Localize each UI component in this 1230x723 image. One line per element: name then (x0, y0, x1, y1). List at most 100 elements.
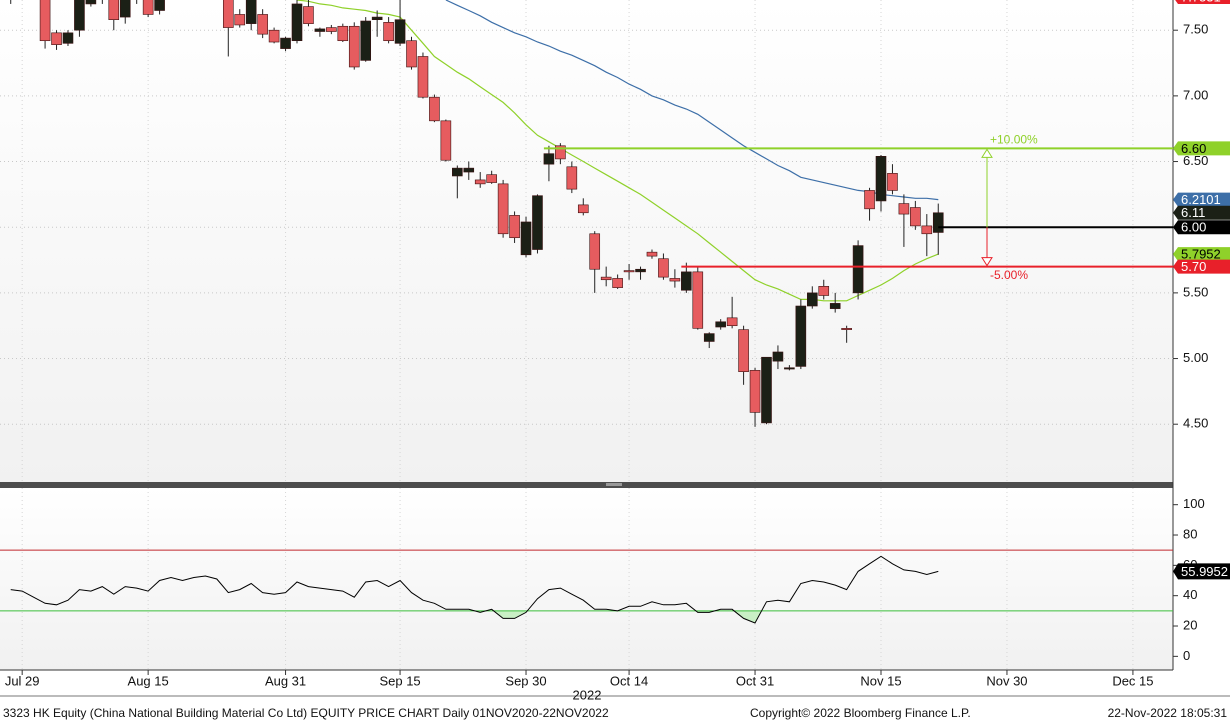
candle-body (222, 0, 234, 28)
value-tag-label: 6.60 (1181, 141, 1206, 156)
candle-body (932, 212, 944, 233)
candle-body (646, 251, 658, 257)
reference-note: -5.00% (990, 268, 1028, 282)
candle-body (841, 328, 852, 330)
x-tick-label: Sep 15 (379, 673, 420, 688)
candle-body (39, 0, 51, 42)
oversold-fill (10, 610, 939, 623)
value-tag (1173, 563, 1230, 580)
x-tick-label: Dec 15 (1112, 673, 1153, 688)
candle-body (62, 32, 74, 44)
value-tag-label: 6.2101 (1181, 192, 1221, 207)
candle-body (417, 56, 429, 98)
candle-body (452, 167, 463, 177)
candle-body (245, 0, 257, 24)
candle-body (51, 32, 62, 45)
moving-average (445, 0, 939, 201)
value-tag (1175, 0, 1230, 4)
candle-body (921, 225, 933, 235)
footer-copyright: Copyright© 2022 Bloomberg Finance L.P. (750, 706, 971, 720)
y2-tick-label: 20 (1183, 617, 1197, 632)
value-tag (1173, 247, 1230, 262)
candle-body (520, 221, 532, 256)
candle-body (818, 286, 830, 296)
candle-body (772, 351, 784, 362)
candle-body (658, 258, 669, 278)
value-tag (1173, 205, 1230, 220)
candle-body (910, 207, 921, 227)
y-tick-label: 5.50 (1183, 284, 1208, 299)
value-tag (1173, 141, 1230, 156)
value-tag (1173, 220, 1230, 235)
candle-body (119, 0, 131, 18)
candle-body (314, 28, 326, 32)
x-tick-label: Aug 15 (128, 673, 169, 688)
candle-body (360, 20, 372, 61)
candle-body (326, 27, 337, 32)
candle-body (154, 0, 165, 11)
candle-body (497, 183, 509, 235)
candle-body (875, 155, 887, 202)
y2-tick-label: 40 (1183, 587, 1197, 602)
candle-body (852, 245, 864, 294)
candle-body (303, 6, 314, 24)
candle-body (681, 271, 692, 291)
candle-body (749, 370, 761, 413)
candle-body (784, 367, 795, 370)
candle-body (612, 278, 623, 288)
candle-body (85, 0, 97, 5)
candle-body (543, 153, 555, 165)
price-panel (0, 0, 1173, 482)
candle-body (864, 190, 875, 210)
candle-body (474, 179, 486, 185)
candle-body (291, 3, 303, 42)
candle-body (108, 0, 120, 21)
candle-body (795, 305, 807, 367)
value-tag-label: 7.7531 (1181, 0, 1221, 4)
x-tick-label: Jul 29 (5, 673, 40, 688)
candle-body (280, 37, 291, 49)
candle-body (577, 204, 589, 214)
value-tag-label: 6.11 (1181, 205, 1205, 220)
x-tick-label: Nov 30 (986, 673, 1027, 688)
panel-divider (0, 482, 1173, 488)
candle-body (383, 22, 394, 42)
y2-tick-label: 0 (1183, 648, 1190, 663)
candle-body (669, 278, 681, 282)
footer-title: 3323 HK Equity (China National Building … (3, 706, 609, 720)
x-tick-label: Nov 15 (860, 673, 901, 688)
candle-body (623, 270, 635, 273)
candle-body (337, 25, 349, 42)
y-tick-label: 7.50 (1183, 22, 1208, 37)
y2-tick-label: 100 (1183, 496, 1205, 511)
axes: 4.505.005.506.006.507.007.50020406080100… (5, 0, 1230, 688)
candle-body (589, 233, 601, 270)
range-arrowhead (981, 148, 993, 158)
value-tag-label: 6.00 (1181, 220, 1206, 235)
candle-body (806, 292, 818, 307)
value-tag-label: 5.7952 (1181, 247, 1221, 262)
x-tick-label: Oct 14 (610, 673, 648, 688)
candle-body (142, 0, 154, 15)
candle-body (692, 271, 704, 329)
footer-timestamp: 22-Nov-2022 18:05:31 (1108, 706, 1228, 720)
indicator-plot (0, 488, 1173, 670)
value-tag-label: 5.70 (1181, 259, 1206, 274)
x-year-label: 2022 (573, 687, 602, 702)
candle-body (600, 276, 612, 281)
value-tag (1173, 259, 1230, 274)
candle-body (726, 317, 738, 327)
price-plot (0, 0, 1173, 482)
y2-tick-label: 80 (1183, 526, 1197, 541)
candle-body (440, 120, 452, 161)
candle-body (738, 329, 749, 372)
candle-body (371, 16, 383, 21)
candle-body (348, 25, 360, 68)
y-tick-label: 6.50 (1183, 153, 1208, 168)
value-tag-label: 55.9952 (1181, 564, 1228, 579)
y-tick-label: 4.50 (1183, 416, 1208, 431)
candle-body (406, 40, 417, 68)
candle-body (715, 321, 726, 328)
x-tick-label: Aug 31 (265, 673, 306, 688)
candle-body (829, 303, 841, 309)
